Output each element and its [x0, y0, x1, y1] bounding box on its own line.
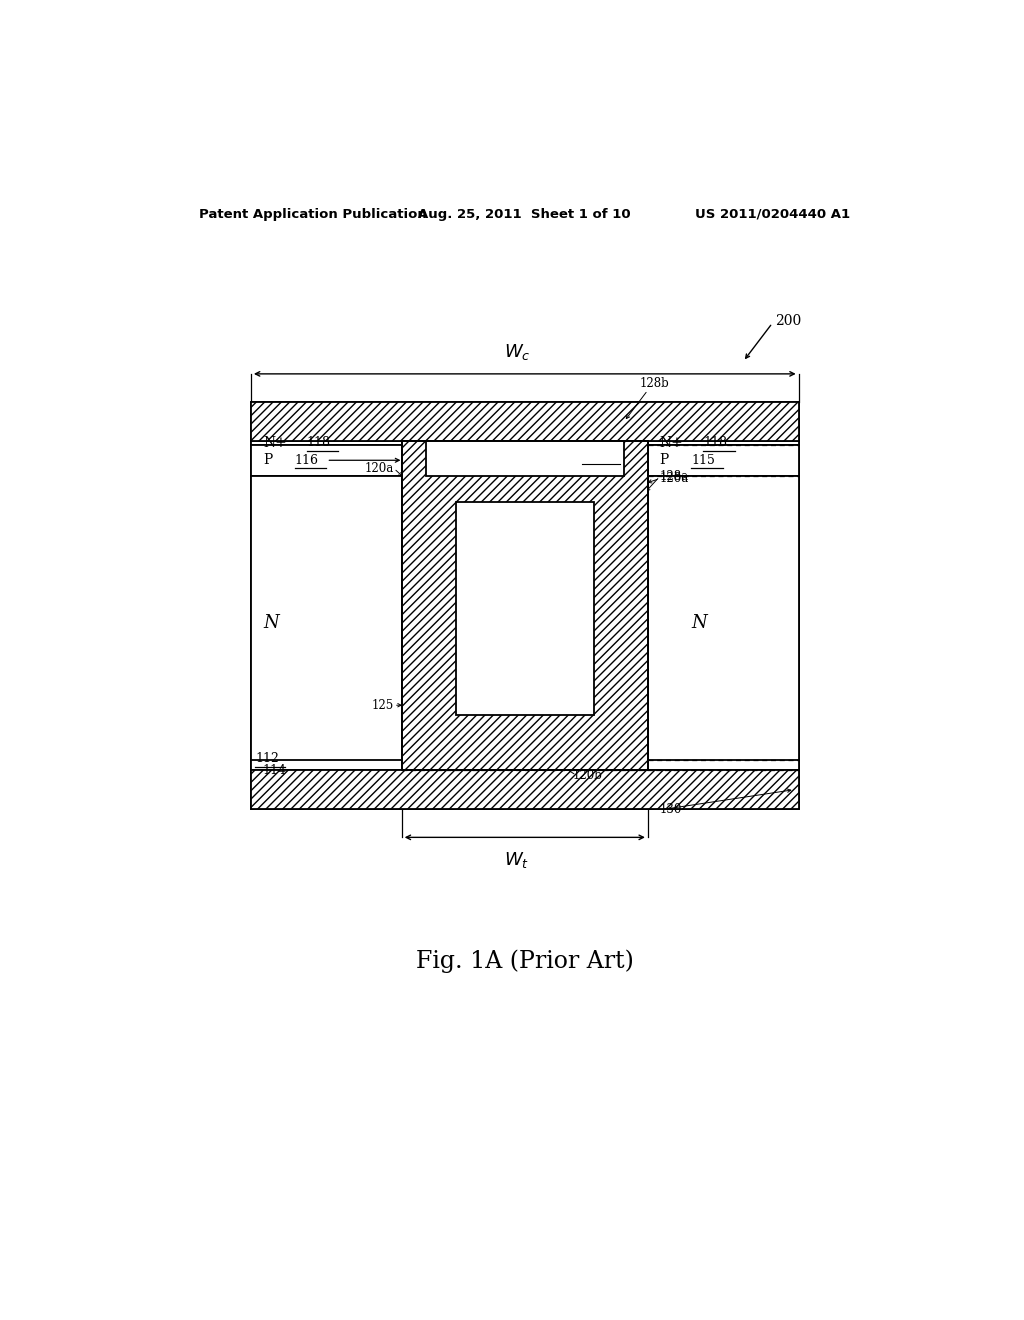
- Text: P: P: [659, 453, 669, 467]
- Bar: [251, 403, 799, 441]
- Bar: [251, 771, 799, 809]
- Text: 118: 118: [306, 437, 331, 450]
- Text: 115: 115: [691, 454, 716, 467]
- Text: 127: 127: [596, 450, 620, 463]
- Text: $T_2$: $T_2$: [428, 463, 442, 478]
- Text: $T_1$: $T_1$: [433, 639, 447, 655]
- Bar: [251, 403, 799, 809]
- Bar: [401, 441, 648, 771]
- Bar: [648, 441, 799, 445]
- Text: Fig. 1A (Prior Art): Fig. 1A (Prior Art): [416, 949, 634, 973]
- Text: N: N: [263, 614, 279, 632]
- Bar: [648, 445, 799, 475]
- Text: N+: N+: [489, 758, 513, 772]
- Text: 114: 114: [263, 764, 287, 776]
- Bar: [456, 502, 594, 715]
- Text: 130: 130: [659, 804, 682, 816]
- Text: 112: 112: [255, 752, 279, 766]
- Text: Aug. 25, 2011  Sheet 1 of 10: Aug. 25, 2011 Sheet 1 of 10: [419, 207, 631, 220]
- Text: $W_c$: $W_c$: [504, 342, 530, 362]
- Text: 125: 125: [372, 698, 394, 711]
- Text: N+: N+: [263, 436, 287, 450]
- Text: N: N: [691, 614, 708, 632]
- Text: SOURCE: SOURCE: [489, 602, 560, 615]
- Bar: [401, 441, 648, 771]
- Text: 120a: 120a: [365, 462, 394, 475]
- Bar: [251, 760, 799, 771]
- Bar: [648, 475, 799, 771]
- Text: US 2011/0204440 A1: US 2011/0204440 A1: [695, 207, 850, 220]
- Text: $W_t$: $W_t$: [504, 850, 529, 870]
- Text: N+: N+: [659, 436, 683, 450]
- Bar: [251, 475, 401, 771]
- Text: P: P: [263, 453, 272, 467]
- Bar: [426, 441, 624, 475]
- Text: 200: 200: [775, 314, 801, 329]
- Bar: [251, 445, 401, 475]
- Text: Patent Application Publication: Patent Application Publication: [200, 207, 427, 220]
- Bar: [251, 441, 401, 445]
- Text: 118: 118: [703, 437, 727, 450]
- Text: 116: 116: [295, 454, 318, 467]
- Text: 128a: 128a: [659, 470, 689, 483]
- Text: 120b: 120b: [572, 768, 602, 781]
- Text: 128b: 128b: [640, 378, 670, 391]
- Text: GATE: GATE: [503, 451, 547, 465]
- Text: 120a: 120a: [659, 473, 689, 484]
